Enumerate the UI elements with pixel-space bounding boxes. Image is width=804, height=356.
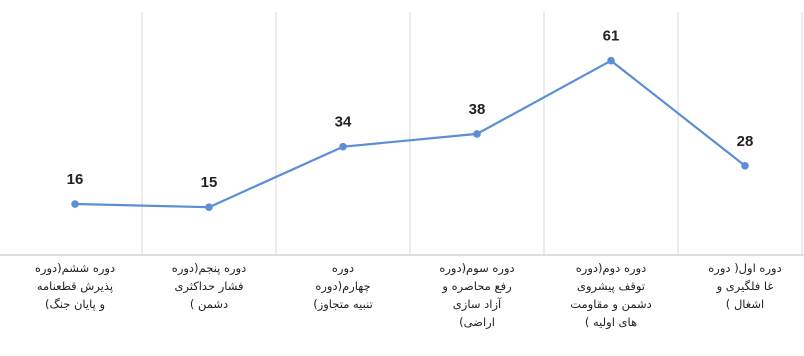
x-tick-label-2: دوره چهارم(دوره تنبیه متجاوز) (313, 261, 373, 312)
series-line (74, 59, 746, 209)
x-tick-label-line: اشغال ) (726, 297, 764, 311)
x-tick-label-line: دشمن و مقاومت (570, 297, 652, 312)
x-tick-label-line: رفع محاصره و (441, 279, 511, 294)
data-point-0 (71, 200, 79, 208)
data-point-3 (473, 130, 481, 138)
x-tick-label-3: دوره سوم(دوره رفع محاصره و آزاد سازی اراضی) (439, 261, 514, 330)
x-tick-label-line: غا فلگیری و (716, 279, 774, 294)
x-tick-label-line: تنبیه متجاوز) (313, 297, 373, 312)
x-tick-label-line: های اولیه ) (585, 315, 637, 330)
x-tick-label-line: اراضی) (459, 315, 495, 330)
data-label-2: 34 (335, 114, 352, 131)
data-point-4 (607, 56, 615, 65)
grid-lines (141, 12, 803, 255)
x-tick-label-line: دوره اول( دوره (708, 261, 781, 276)
data-labels: 16 15 34 38 61 28 (67, 28, 754, 192)
x-tick-label-5: دوره اول( دوره غا فلگیری و اشغال ) (708, 261, 781, 311)
x-tick-label-line: دوره (332, 261, 354, 276)
x-tick-label-line: توقف پیشروی (577, 279, 645, 294)
x-tick-label-1: دوره پنجم(دوره فشار حداکثری دشمن ) (172, 261, 246, 312)
x-tick-label-line: آزاد سازی (453, 297, 502, 312)
data-label-4: 61 (603, 28, 620, 45)
x-tick-label-line: فشار حداکثری (174, 279, 243, 294)
x-tick-label-0: دوره ششم(دوره پذیرش قطعنامه و پایان جنگ) (35, 261, 115, 312)
x-tick-label-line: پذیرش قطعنامه (37, 279, 113, 294)
data-label-0: 16 (67, 171, 84, 188)
data-label-5: 28 (737, 133, 754, 150)
x-tick-label-line: دوره پنجم(دوره (172, 261, 246, 276)
data-point-5 (741, 162, 749, 170)
data-point-2 (339, 142, 347, 151)
x-tick-label-line: دوره سوم(دوره (439, 261, 514, 276)
data-label-1: 15 (201, 174, 218, 191)
x-tick-label-line: دوره ششم(دوره (35, 261, 115, 276)
x-tick-label-line: چهارم(دوره (315, 279, 370, 294)
x-tick-labels: دوره ششم(دوره پذیرش قطعنامه و پایان جنگ)دو… (35, 261, 782, 330)
data-label-3: 38 (469, 101, 486, 118)
x-tick-label-4: دوره دوم(دوره توقف پیشروی دشمن و مقاومت های… (570, 261, 652, 330)
x-tick-label-line: دوره دوم(دوره (576, 261, 646, 276)
data-point-1 (205, 203, 213, 212)
x-tick-label-line: دشمن ) (190, 297, 228, 312)
x-tick-label-line: و پایان جنگ) (45, 297, 105, 312)
markers (71, 56, 749, 212)
